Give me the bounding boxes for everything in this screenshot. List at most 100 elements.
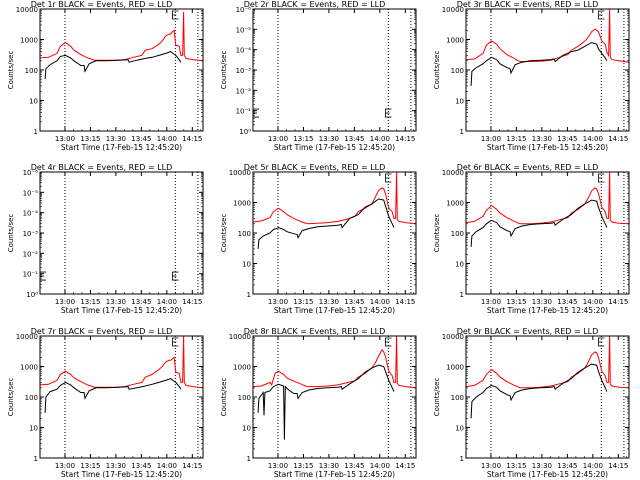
events-rate-line — [44, 378, 182, 413]
y-tick-label: 100 — [238, 230, 251, 238]
y-tick-label: 10⁻¹ — [236, 108, 252, 116]
x-tick-label: 13:15 — [506, 135, 526, 143]
lld-rate-line — [39, 335, 204, 389]
y-axis-label: Counts/sec — [220, 51, 228, 90]
y-tick-label: 10 — [29, 425, 38, 433]
x-tick-label: 13:15 — [80, 462, 100, 470]
y-tick-label: 10⁻⁶ — [23, 169, 39, 177]
x-tick-label: 14:00 — [583, 135, 603, 143]
x-axis-label: Start Time (17-Feb-15 12:45:20) — [274, 143, 395, 152]
y-tick-label: 10⁰ — [239, 128, 251, 136]
x-tick-label: 13:15 — [293, 298, 313, 306]
y-tick-label: 10000 — [16, 333, 38, 341]
y-tick-label: 10 — [242, 261, 251, 269]
x-axis-label: Start Time (17-Feb-15 12:45:20) — [61, 470, 182, 479]
x-tick-label: 13:30 — [532, 298, 552, 306]
y-tick-label: 10⁻⁴ — [23, 210, 39, 218]
events-rate-line — [470, 363, 608, 419]
y-tick-label: 1 — [247, 455, 251, 463]
x-tick-label: 13:00 — [481, 462, 501, 470]
y-tick-label: 10⁻⁶ — [236, 6, 252, 14]
x-tick-label: 13:45 — [131, 462, 151, 470]
lld-rate-line — [465, 171, 630, 225]
x-tick-label: 14:15 — [395, 298, 415, 306]
bracket-marker — [598, 337, 605, 347]
x-tick-label: 13:30 — [106, 298, 126, 306]
lld-rate-line — [39, 11, 204, 62]
x-axis-label: Start Time (17-Feb-15 12:45:20) — [487, 143, 608, 152]
y-tick-label: 1 — [460, 128, 464, 136]
events-rate-line — [470, 41, 608, 86]
y-tick-label: 10⁻³ — [236, 67, 252, 75]
y-axis-label: Counts/sec — [433, 214, 441, 253]
y-axis-label: Counts/sec — [7, 214, 15, 253]
x-tick-label: 14:15 — [182, 135, 202, 143]
panel-title: Det 2r BLACK = Events, RED = LLD — [244, 0, 386, 9]
y-tick-label: 1000 — [446, 200, 464, 208]
y-tick-label: 10 — [29, 98, 38, 106]
panel-det-9: Det 9r BLACK = Events, RED = LLD 1 10 100 10… — [433, 327, 630, 479]
x-tick-label: 13:00 — [55, 298, 75, 306]
x-tick-label: 13:15 — [80, 298, 100, 306]
panel-title: Det 5r BLACK = Events, RED = LLD — [244, 163, 386, 172]
x-tick-label: 13:15 — [506, 462, 526, 470]
y-tick-label: 10⁻³ — [23, 230, 39, 238]
events-rate-line — [257, 198, 395, 249]
y-tick-label: 1 — [34, 455, 38, 463]
x-tick-label: 13:45 — [344, 462, 364, 470]
y-tick-label: 10⁻⁵ — [23, 189, 39, 197]
y-tick-label: 10⁻⁵ — [236, 26, 252, 34]
panel-det-4: Det 4r BLACK = Events, RED = LLD 10⁰ 10⁻¹ 1… — [7, 163, 204, 315]
x-tick-label: 14:15 — [608, 298, 628, 306]
panel-title: Det 8r BLACK = Events, RED = LLD — [244, 327, 386, 336]
y-tick-label: 100 — [451, 230, 464, 238]
panel-title: Det 6r BLACK = Events, RED = LLD — [457, 163, 599, 172]
x-tick-label: 14:15 — [395, 135, 415, 143]
y-tick-label: 1000 — [20, 37, 38, 45]
x-tick-label: 13:00 — [268, 462, 288, 470]
x-tick-label: 14:00 — [157, 135, 177, 143]
panel-title: Det 7r BLACK = Events, RED = LLD — [31, 327, 173, 336]
x-tick-label: 13:30 — [532, 135, 552, 143]
x-tick-label: 13:45 — [131, 135, 151, 143]
y-tick-label: 1000 — [446, 37, 464, 45]
y-tick-label: 10 — [455, 261, 464, 269]
panel-det-6: Det 6r BLACK = Events, RED = LLD 1 10 100 10… — [433, 163, 630, 315]
y-tick-label: 100 — [25, 394, 38, 402]
panel-det-5: Det 5r BLACK = Events, RED = LLD 1 10 100 10… — [220, 163, 417, 315]
y-tick-label: 10000 — [229, 169, 251, 177]
x-axis-label: Start Time (17-Feb-15 12:45:20) — [274, 470, 395, 479]
x-tick-label: 13:45 — [557, 135, 577, 143]
y-tick-label: 100 — [238, 394, 251, 402]
y-axis-label: Counts/sec — [433, 378, 441, 417]
panel-det-2: Det 2r BLACK = Events, RED = LLD 10⁰ 10⁻¹ 1… — [220, 0, 417, 152]
y-tick-label: 1000 — [233, 200, 251, 208]
bracket-marker — [172, 10, 179, 20]
y-tick-label: 10 — [242, 425, 251, 433]
bracket-marker — [172, 337, 179, 347]
events-rate-line — [470, 199, 608, 247]
x-tick-label: 14:00 — [583, 298, 603, 306]
x-tick-label: 13:15 — [506, 298, 526, 306]
x-axis-label: Start Time (17-Feb-15 12:45:20) — [274, 306, 395, 315]
y-tick-label: 100 — [451, 394, 464, 402]
x-tick-label: 13:30 — [532, 462, 552, 470]
bracket-marker — [385, 337, 392, 347]
y-tick-label: 1000 — [20, 364, 38, 372]
x-axis-label: Start Time (17-Feb-15 12:45:20) — [61, 306, 182, 315]
bracket-marker — [598, 10, 605, 20]
x-tick-label: 14:00 — [370, 298, 390, 306]
x-axis-label: Start Time (17-Feb-15 12:45:20) — [487, 470, 608, 479]
panel-title: Det 9r BLACK = Events, RED = LLD — [457, 327, 599, 336]
bracket-marker — [385, 108, 392, 118]
y-tick-label: 10⁻⁴ — [236, 47, 252, 55]
y-tick-label: 100 — [451, 67, 464, 75]
x-tick-label: 14:15 — [182, 298, 202, 306]
y-tick-label: 1 — [460, 455, 464, 463]
y-tick-label: 1 — [34, 128, 38, 136]
y-axis-label: Counts/sec — [7, 51, 15, 90]
x-tick-label: 13:30 — [106, 462, 126, 470]
x-tick-label: 14:15 — [182, 462, 202, 470]
y-tick-label: 10000 — [442, 6, 464, 14]
